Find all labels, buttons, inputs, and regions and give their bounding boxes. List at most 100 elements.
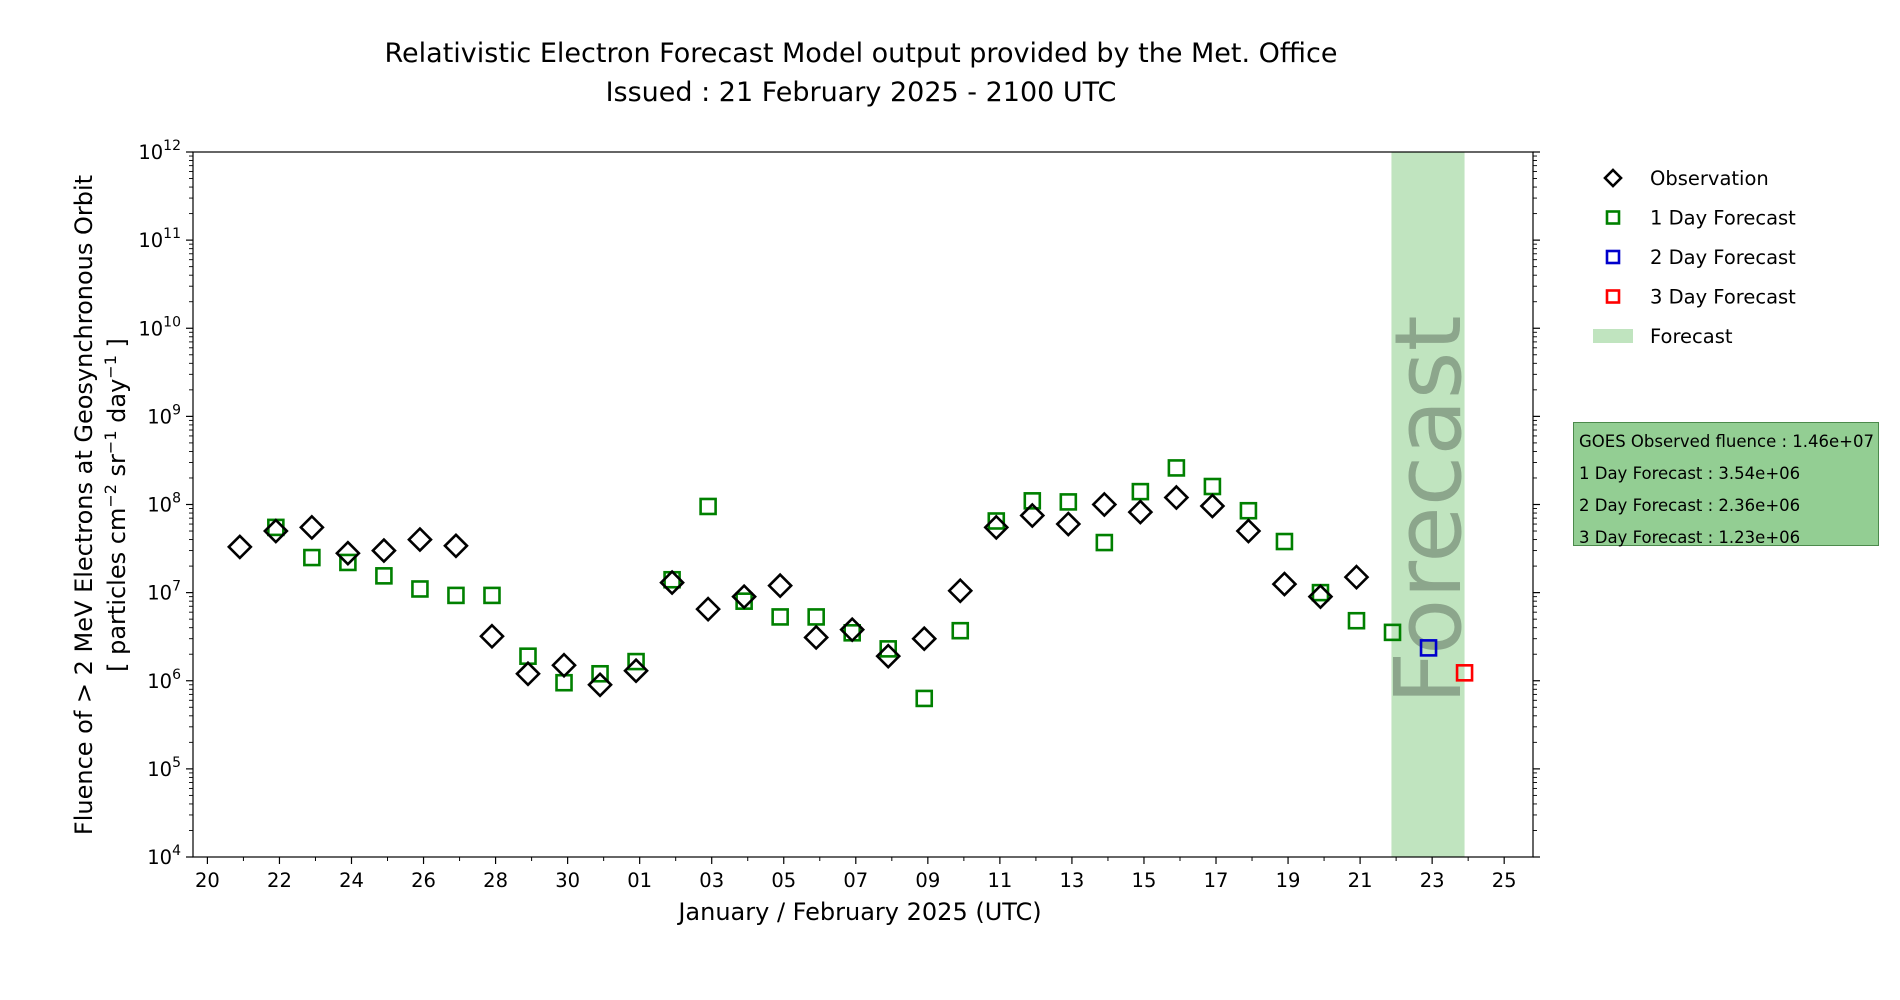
day3-point bbox=[1455, 664, 1474, 682]
chart-title: Relativistic Electron Forecast Model out… bbox=[384, 38, 1338, 69]
x-tick-label: 13 bbox=[1060, 869, 1085, 892]
y-tick-label: 104 bbox=[147, 843, 181, 869]
observation-point bbox=[875, 643, 902, 670]
y-tick-label: 107 bbox=[147, 579, 181, 605]
forecast-band bbox=[1391, 152, 1465, 857]
day1-point bbox=[483, 586, 501, 605]
x-tick-label: 28 bbox=[483, 869, 508, 892]
plot-area bbox=[192, 151, 1534, 858]
observation-point bbox=[407, 526, 433, 553]
observation-point bbox=[443, 532, 469, 559]
observation-point bbox=[695, 596, 721, 622]
observation-point bbox=[911, 625, 938, 652]
x-tick-label: 11 bbox=[987, 869, 1012, 892]
observation-point bbox=[731, 583, 757, 610]
day2-point bbox=[1419, 639, 1438, 657]
x-tick-label: 15 bbox=[1132, 869, 1157, 892]
day1-point bbox=[951, 621, 970, 640]
y-tick-label: 108 bbox=[147, 491, 181, 517]
day1-point bbox=[807, 608, 825, 626]
legend-label: 1 Day Forecast bbox=[1650, 207, 1796, 230]
day1-point bbox=[1023, 492, 1042, 510]
x-tick-label: 24 bbox=[339, 869, 364, 892]
observation-point bbox=[1343, 564, 1370, 590]
x-tick-label: 25 bbox=[1492, 869, 1517, 892]
x-tick-label: 09 bbox=[915, 869, 940, 892]
x-tick-label: 01 bbox=[627, 869, 652, 892]
day1-point bbox=[627, 652, 645, 671]
observation-point bbox=[479, 623, 505, 650]
goes-observed-fluence: GOES Observed fluence : 1.46e+07 bbox=[1579, 432, 1874, 451]
x-tick-label: 30 bbox=[555, 869, 580, 892]
y-tick-label: 1012 bbox=[138, 138, 181, 164]
y-tick-label: 1011 bbox=[138, 226, 181, 252]
y-axis-label: Fluence of > 2 MeV Electrons at Geosynch… bbox=[70, 175, 131, 835]
x-tick-label: 23 bbox=[1420, 869, 1445, 892]
x-tick-label: 17 bbox=[1204, 869, 1229, 892]
day1-point bbox=[339, 553, 357, 572]
day1-point bbox=[1239, 501, 1258, 520]
day1-point bbox=[411, 580, 429, 598]
observation-point bbox=[767, 572, 793, 599]
observation-point bbox=[1271, 571, 1298, 597]
legend-day1-marker bbox=[1605, 210, 1621, 225]
observation-point bbox=[371, 537, 397, 564]
observation-point bbox=[335, 540, 361, 567]
x-tick-labels: 20 22 24 26 28 30 01 03 05 07 09 11 13 15 17 19 21 23 25 bbox=[195, 869, 1517, 892]
observation-point bbox=[263, 518, 289, 544]
day1-point bbox=[267, 518, 285, 537]
data-points bbox=[226, 459, 1474, 708]
day1-point bbox=[1059, 493, 1078, 511]
observation-point bbox=[1091, 491, 1118, 518]
day1-point bbox=[771, 608, 789, 626]
observation-point bbox=[587, 671, 613, 698]
legend: Observation 1 Day Forecast 2 Day Forecast 3… bbox=[1593, 167, 1796, 348]
day1-point bbox=[915, 689, 934, 708]
y-tick-label: 1010 bbox=[138, 314, 181, 340]
observation-point bbox=[623, 657, 649, 684]
day1-point bbox=[303, 548, 321, 567]
y-axis-label-line1: Fluence of > 2 MeV Electrons at Geosynch… bbox=[70, 175, 98, 835]
x-tick-label: 05 bbox=[771, 869, 796, 892]
observation-point bbox=[1163, 484, 1190, 511]
day1-point bbox=[843, 624, 861, 642]
observation-point bbox=[551, 652, 577, 679]
observation-point bbox=[299, 514, 325, 541]
legend-label: 3 Day Forecast bbox=[1650, 286, 1796, 309]
day1-point bbox=[375, 567, 393, 585]
day1-point bbox=[663, 570, 681, 589]
observation-point bbox=[983, 514, 1010, 541]
day1-forecast-value: 1 Day Forecast : 3.54e+06 bbox=[1579, 464, 1801, 483]
observation-point bbox=[839, 616, 866, 643]
day1-point bbox=[447, 586, 465, 605]
x-tick-label: 03 bbox=[699, 869, 724, 892]
observation-point bbox=[803, 624, 830, 651]
day1-point bbox=[1131, 482, 1150, 501]
observation-point bbox=[1235, 518, 1262, 544]
y-tick-label: 106 bbox=[147, 667, 181, 693]
x-tick-label: 21 bbox=[1348, 869, 1373, 892]
observation-point bbox=[1055, 511, 1082, 537]
day2-forecast-value: 2 Day Forecast : 2.36e+06 bbox=[1579, 496, 1801, 515]
x-tick-label: 07 bbox=[843, 869, 868, 892]
day1-point bbox=[879, 640, 898, 658]
x-tick-label: 26 bbox=[411, 869, 436, 892]
day1-point bbox=[1203, 477, 1222, 496]
y-tick-labels: 104 105 106 107 108 109 1010 1011 1012 bbox=[138, 138, 181, 869]
observation-point bbox=[515, 660, 541, 687]
observation-point bbox=[659, 569, 685, 596]
day1-point bbox=[1275, 532, 1294, 551]
y-tick-label: 105 bbox=[147, 755, 181, 781]
legend-day2-marker bbox=[1605, 249, 1621, 265]
observation-point bbox=[1307, 583, 1334, 610]
y-tick-label: 109 bbox=[147, 402, 181, 428]
x-tick-label: 19 bbox=[1276, 869, 1301, 892]
observation-point bbox=[226, 534, 253, 560]
day1-point bbox=[1347, 611, 1366, 630]
legend-label: Forecast bbox=[1650, 325, 1733, 348]
legend-label: Observation bbox=[1650, 167, 1769, 190]
y-axis-label-line2: [ particles cm−2 sr−1 day−1 ] bbox=[101, 338, 131, 672]
day1-point bbox=[1383, 623, 1402, 642]
day1-point bbox=[1095, 533, 1114, 552]
